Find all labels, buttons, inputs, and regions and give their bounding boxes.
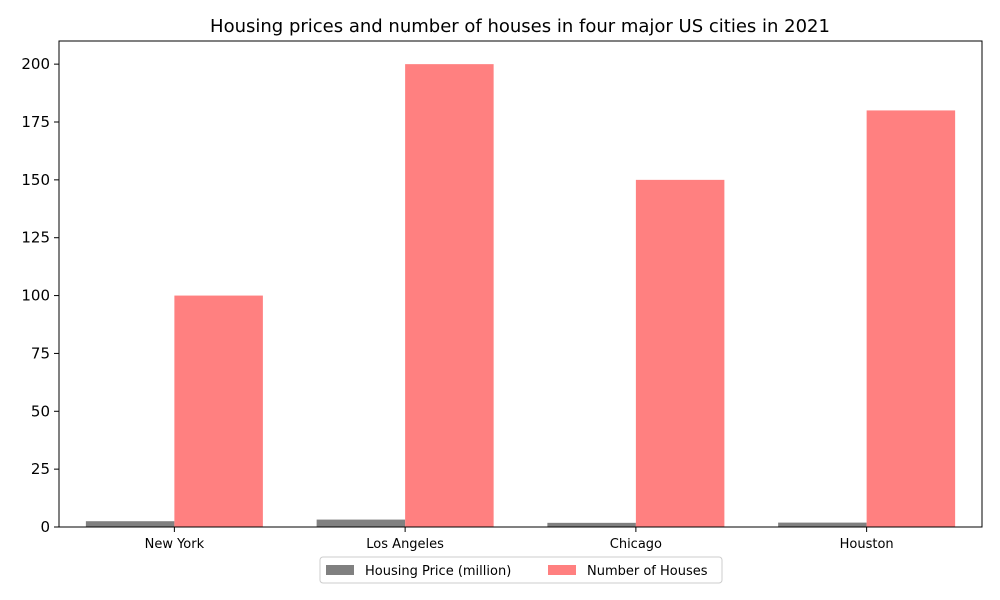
y-tick-label: 150: [21, 171, 50, 189]
bar-housing-price-million-houston: [778, 522, 867, 527]
y-axis: 0 25 50 75 100 125 150 175 200: [21, 55, 59, 536]
x-tick-label-chicago: Chicago: [610, 537, 662, 552]
y-tick-label: 100: [21, 287, 50, 305]
bar-number-of-houses-houston: [866, 110, 956, 528]
y-tick-label: 200: [21, 55, 50, 73]
plot-frame: [58, 40, 983, 528]
chart-title: Housing prices and number of houses in f…: [210, 16, 830, 37]
legend: Housing Price (million) Number of Houses: [319, 556, 723, 584]
bar-housing-price-million-los-angeles: [316, 519, 406, 527]
x-tick-label-houston: Houston: [840, 537, 894, 552]
bars-group: [85, 64, 956, 528]
bar-housing-price-million-chicago: [547, 522, 636, 527]
y-tick-label: 75: [31, 344, 50, 362]
x-axis: New York Los Angeles Chicago Houston: [145, 527, 894, 552]
legend-label-housing-price: Housing Price (million): [365, 564, 511, 579]
bar-number-of-houses-new-york: [174, 295, 263, 527]
bar-number-of-houses-chicago: [635, 179, 725, 528]
legend-label-number-of-houses: Number of Houses: [587, 564, 708, 579]
y-tick-label: 0: [40, 518, 50, 536]
bar-housing-price-million-new-york: [85, 521, 175, 527]
y-tick-label: 25: [31, 460, 50, 478]
y-tick-label: 125: [21, 229, 50, 247]
y-tick-label: 50: [31, 402, 50, 420]
legend-frame: [319, 556, 723, 584]
x-tick-label-los-angeles: Los Angeles: [366, 537, 444, 552]
x-tick-label-new-york: New York: [145, 537, 205, 552]
legend-swatch-housing-price: [326, 565, 354, 575]
legend-swatch-number-of-houses: [548, 565, 576, 575]
y-tick-label: 175: [21, 113, 50, 131]
bar-number-of-houses-los-angeles: [405, 64, 494, 527]
